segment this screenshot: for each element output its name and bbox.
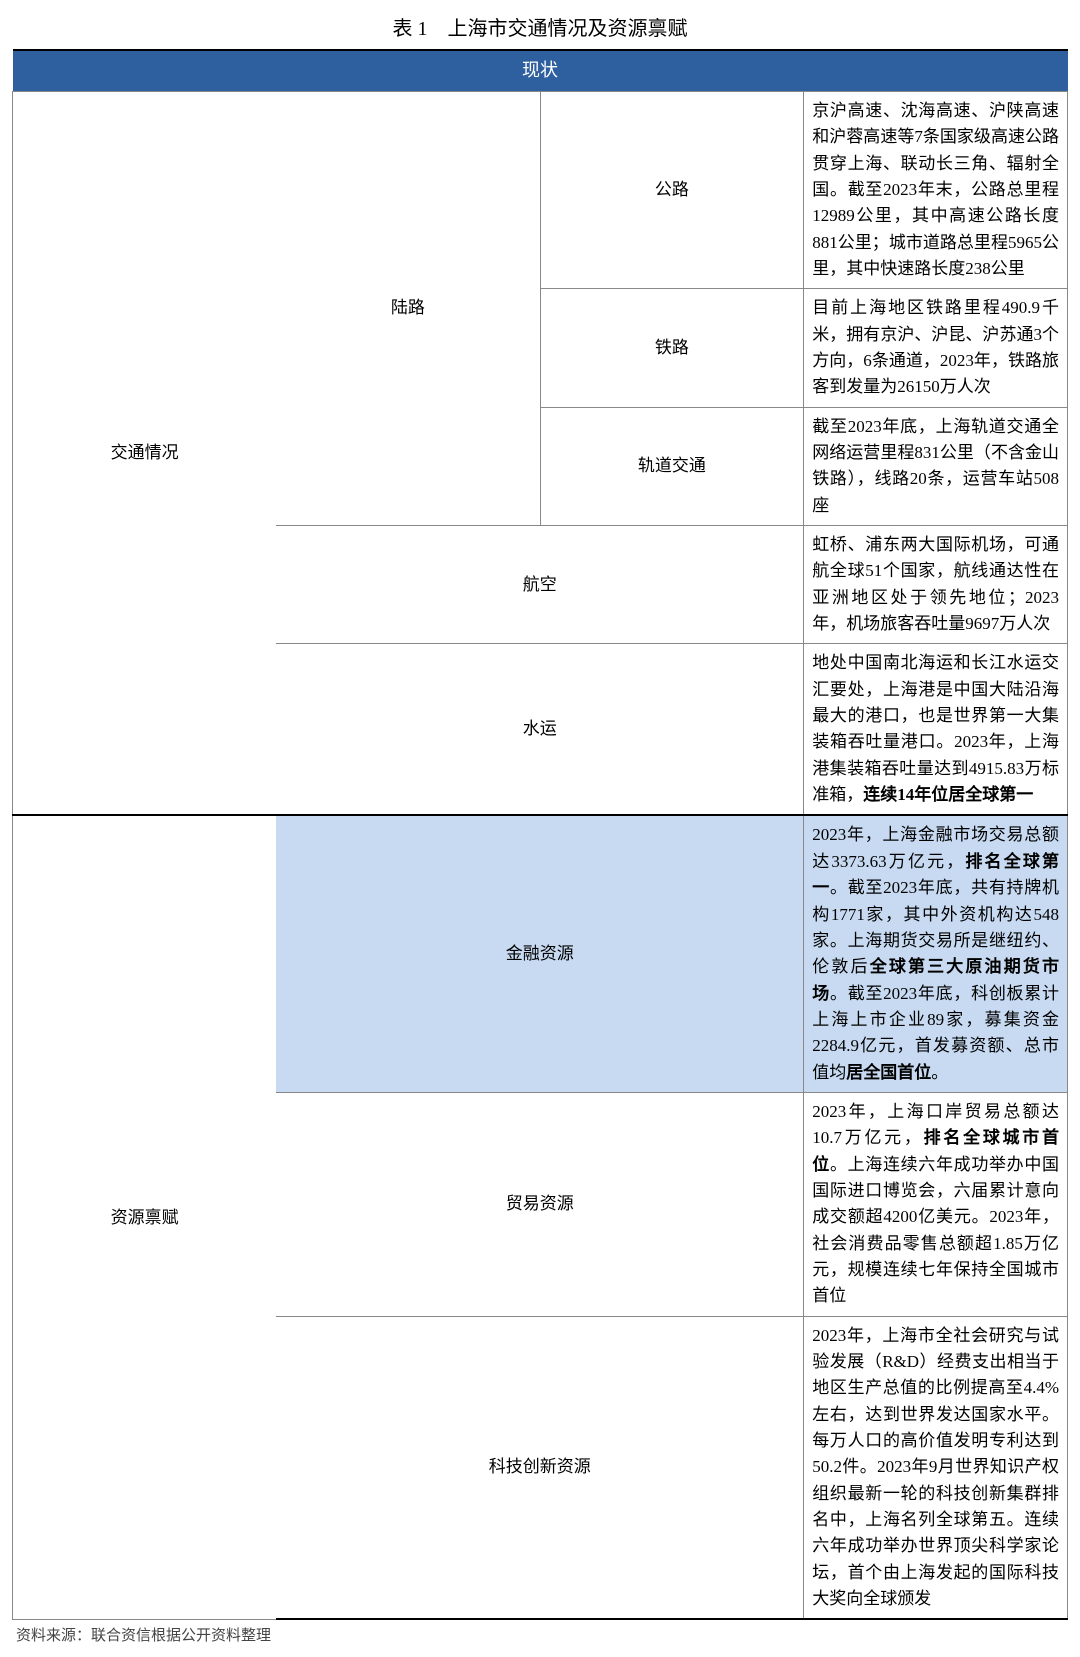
content-water: 地处中国南北海运和长江水运交汇要处，上海港是中国大陆沿海最大的港口，也是世界第一… — [804, 644, 1068, 816]
header-cell: 现状 — [13, 50, 1068, 91]
label-rail: 铁路 — [540, 289, 804, 407]
content-tech: 2023年，上海市全社会研究与试验发展（R&D）经费支出相当于地区生产总值的比例… — [804, 1316, 1068, 1619]
content-road: 京沪高速、沈海高速、沪陕高速和沪蓉高速等7条国家级高速公路贯穿上海、联动长三角、… — [804, 91, 1068, 288]
label-road: 公路 — [540, 91, 804, 288]
category-transport: 交通情况 — [13, 91, 277, 815]
content-finance: 2023年，上海金融市场交易总额达3373.63万亿元，排名全球第一。截至202… — [804, 815, 1068, 1092]
label-air: 航空 — [276, 526, 804, 644]
subcategory-land: 陆路 — [276, 91, 540, 525]
main-table: 现状 交通情况 陆路 公路 京沪高速、沈海高速、沪陕高速和沪蓉高速等7条国家级高… — [12, 49, 1068, 1620]
content-metro: 截至2023年底，上海轨道交通全网络运营里程831公里（不含金山铁路），线路20… — [804, 407, 1068, 525]
source-note: 资料来源：联合资信根据公开资料整理 — [12, 1624, 1068, 1645]
content-rail: 目前上海地区铁路里程490.9千米，拥有京沪、沪昆、沪苏通3个方向，6条通道，2… — [804, 289, 1068, 407]
content-trade: 2023年，上海口岸贸易总额达10.7万亿元，排名全球城市首位。上海连续六年成功… — [804, 1092, 1068, 1316]
table-title: 表 1 上海市交通情况及资源禀赋 — [12, 12, 1068, 41]
content-air: 虹桥、浦东两大国际机场，可通航全球51个国家，航线通达性在亚洲地区处于领先地位；… — [804, 526, 1068, 644]
label-metro: 轨道交通 — [540, 407, 804, 525]
label-finance: 金融资源 — [276, 815, 804, 1092]
label-trade: 贸易资源 — [276, 1092, 804, 1316]
label-water: 水运 — [276, 644, 804, 816]
label-tech: 科技创新资源 — [276, 1316, 804, 1619]
category-resources: 资源禀赋 — [13, 815, 277, 1619]
